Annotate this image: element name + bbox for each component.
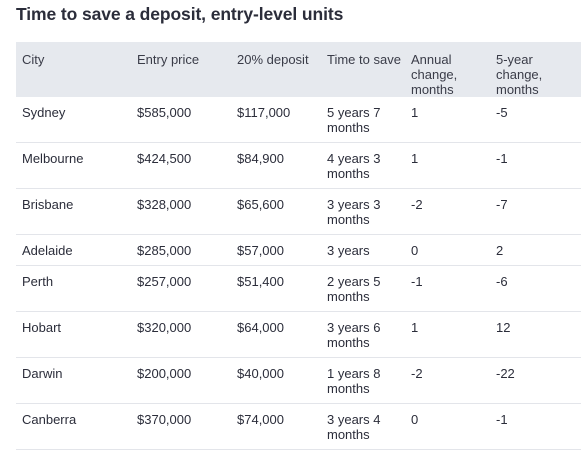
- cell-city: Brisbane: [16, 188, 131, 235]
- cell-deposit: $57,000: [231, 234, 321, 266]
- cell-annual-change: 1: [405, 97, 490, 143]
- header-five-year-change: 5-year change, months: [490, 42, 581, 97]
- cell-deposit: $65,600: [231, 188, 321, 235]
- header-city: City: [16, 42, 131, 97]
- cell-entry-price: $424,500: [131, 142, 231, 189]
- cell-time-to-save: 5 years 7 months: [321, 97, 405, 143]
- cell-time-to-save: 3 years 3 months: [321, 188, 405, 235]
- table-row: Hobart $320,000 $64,000 3 years 6 months…: [16, 311, 581, 358]
- cell-annual-change: -2: [405, 357, 490, 404]
- table-title: Time to save a deposit, entry-level unit…: [16, 4, 344, 24]
- cell-annual-change: 1: [405, 311, 490, 358]
- cell-time-to-save: 3 years 4 months: [321, 403, 405, 450]
- deposit-table: City Entry price 20% deposit Time to sav…: [16, 42, 581, 450]
- cell-city: Adelaide: [16, 234, 131, 266]
- cell-five-year-change: -7: [490, 188, 581, 235]
- cell-entry-price: $320,000: [131, 311, 231, 358]
- header-annual-change: Annual change, months: [405, 42, 490, 97]
- cell-five-year-change: 2: [490, 234, 581, 266]
- header-deposit: 20% deposit: [231, 42, 321, 97]
- cell-time-to-save: 1 years 8 months: [321, 357, 405, 404]
- cell-deposit: $64,000: [231, 311, 321, 358]
- cell-five-year-change: -22: [490, 357, 581, 404]
- cell-deposit: $51,400: [231, 265, 321, 312]
- cell-time-to-save: 4 years 3 months: [321, 142, 405, 189]
- cell-entry-price: $328,000: [131, 188, 231, 235]
- cell-deposit: $40,000: [231, 357, 321, 404]
- table-row: Perth $257,000 $51,400 2 years 5 months …: [16, 265, 581, 312]
- cell-entry-price: $585,000: [131, 97, 231, 143]
- cell-five-year-change: 12: [490, 311, 581, 358]
- table-row: Canberra $370,000 $74,000 3 years 4 mont…: [16, 403, 581, 450]
- cell-city: Perth: [16, 265, 131, 312]
- cell-annual-change: 1: [405, 142, 490, 189]
- cell-time-to-save: 2 years 5 months: [321, 265, 405, 312]
- table-row: Sydney $585,000 $117,000 5 years 7 month…: [16, 97, 581, 143]
- cell-time-to-save: 3 years: [321, 234, 405, 266]
- cell-entry-price: $200,000: [131, 357, 231, 404]
- cell-five-year-change: -5: [490, 97, 581, 143]
- cell-annual-change: -2: [405, 188, 490, 235]
- cell-city: Canberra: [16, 403, 131, 450]
- table-row: Darwin $200,000 $40,000 1 years 8 months…: [16, 357, 581, 404]
- cell-entry-price: $257,000: [131, 265, 231, 312]
- cell-deposit: $74,000: [231, 403, 321, 450]
- cell-entry-price: $285,000: [131, 234, 231, 266]
- cell-annual-change: 0: [405, 234, 490, 266]
- table-row: Melbourne $424,500 $84,900 4 years 3 mon…: [16, 142, 581, 189]
- cell-annual-change: 0: [405, 403, 490, 450]
- cell-annual-change: -1: [405, 265, 490, 312]
- table-row: Brisbane $328,000 $65,600 3 years 3 mont…: [16, 188, 581, 235]
- cell-entry-price: $370,000: [131, 403, 231, 450]
- cell-five-year-change: -6: [490, 265, 581, 312]
- cell-time-to-save: 3 years 6 months: [321, 311, 405, 358]
- cell-five-year-change: -1: [490, 403, 581, 450]
- cell-city: Hobart: [16, 311, 131, 358]
- header-time-to-save: Time to save: [321, 42, 405, 97]
- cell-five-year-change: -1: [490, 142, 581, 189]
- cell-deposit: $117,000: [231, 97, 321, 143]
- cell-city: Melbourne: [16, 142, 131, 189]
- header-row: City Entry price 20% deposit Time to sav…: [16, 42, 581, 97]
- header-entry-price: Entry price: [131, 42, 231, 97]
- cell-city: Darwin: [16, 357, 131, 404]
- table-row: Adelaide $285,000 $57,000 3 years 0 2: [16, 234, 581, 266]
- cell-deposit: $84,900: [231, 142, 321, 189]
- cell-city: Sydney: [16, 97, 131, 143]
